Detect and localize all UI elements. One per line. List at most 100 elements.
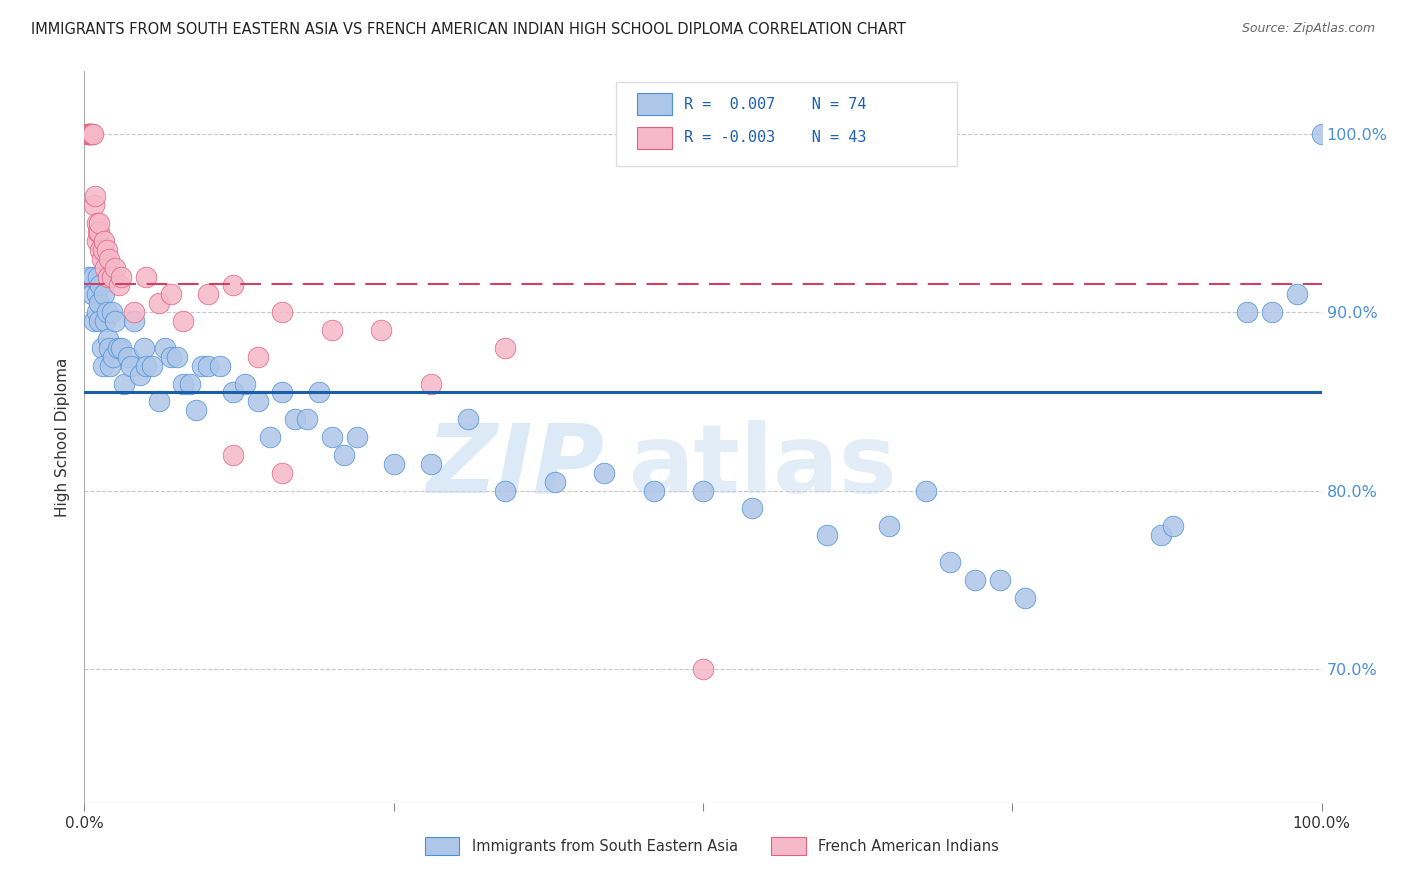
- Point: [197, 359, 219, 373]
- Point: [965, 573, 987, 587]
- Point: [86, 305, 108, 319]
- Point: [1310, 127, 1333, 141]
- Point: [89, 216, 111, 230]
- FancyBboxPatch shape: [616, 82, 956, 167]
- Point: [89, 314, 111, 328]
- Point: [89, 225, 111, 239]
- Point: [91, 359, 114, 373]
- Text: IMMIGRANTS FROM SOUTH EASTERN ASIA VS FRENCH AMERICAN INDIAN HIGH SCHOOL DIPLOMA: IMMIGRANTS FROM SOUTH EASTERN ASIA VS FR…: [31, 22, 905, 37]
- Point: [94, 260, 117, 275]
- Point: [246, 350, 269, 364]
- Point: [939, 555, 962, 569]
- Point: [86, 216, 108, 230]
- Point: [122, 305, 145, 319]
- Point: [129, 368, 152, 382]
- Point: [197, 287, 219, 301]
- Point: [166, 350, 188, 364]
- Point: [97, 332, 120, 346]
- Point: [222, 448, 245, 462]
- Point: [148, 394, 170, 409]
- Point: [233, 376, 256, 391]
- Point: [172, 376, 194, 391]
- Point: [84, 189, 107, 203]
- Point: [160, 287, 183, 301]
- Point: [643, 483, 665, 498]
- Point: [104, 260, 127, 275]
- FancyBboxPatch shape: [770, 837, 806, 855]
- Point: [209, 359, 232, 373]
- Text: French American Indians: French American Indians: [818, 839, 998, 855]
- Point: [87, 225, 110, 239]
- Point: [79, 269, 101, 284]
- Text: Source: ZipAtlas.com: Source: ZipAtlas.com: [1241, 22, 1375, 36]
- FancyBboxPatch shape: [637, 127, 672, 149]
- Point: [77, 127, 100, 141]
- Point: [89, 296, 111, 310]
- Point: [120, 359, 142, 373]
- Point: [135, 269, 157, 284]
- Point: [741, 501, 763, 516]
- Point: [104, 314, 127, 328]
- Y-axis label: High School Diploma: High School Diploma: [55, 358, 70, 516]
- Point: [333, 448, 356, 462]
- Point: [308, 385, 330, 400]
- Point: [222, 385, 245, 400]
- Point: [96, 243, 118, 257]
- Point: [1236, 305, 1258, 319]
- Point: [79, 127, 101, 141]
- Text: Immigrants from South Eastern Asia: Immigrants from South Eastern Asia: [471, 839, 738, 855]
- Point: [89, 278, 111, 293]
- Point: [419, 376, 441, 391]
- Point: [346, 430, 368, 444]
- Text: ZIP: ZIP: [426, 420, 605, 513]
- Point: [1150, 528, 1173, 542]
- Point: [83, 314, 105, 328]
- Text: R = -0.003    N = 43: R = -0.003 N = 43: [685, 130, 868, 145]
- Point: [83, 198, 105, 212]
- Point: [97, 269, 120, 284]
- Point: [1161, 519, 1184, 533]
- Point: [90, 252, 112, 266]
- Point: [82, 269, 104, 284]
- Point: [98, 341, 121, 355]
- Point: [148, 296, 170, 310]
- Point: [153, 341, 176, 355]
- Point: [117, 350, 139, 364]
- Point: [96, 305, 118, 319]
- Point: [86, 234, 108, 248]
- Point: [91, 243, 114, 257]
- Point: [90, 341, 112, 355]
- Text: atlas: atlas: [628, 420, 897, 513]
- Point: [160, 350, 183, 364]
- Point: [93, 234, 115, 248]
- Point: [692, 662, 714, 676]
- Point: [110, 269, 132, 284]
- Point: [284, 412, 307, 426]
- Point: [419, 457, 441, 471]
- FancyBboxPatch shape: [637, 94, 672, 115]
- Point: [259, 430, 281, 444]
- Point: [1261, 305, 1284, 319]
- Point: [692, 483, 714, 498]
- Point: [135, 359, 157, 373]
- Point: [98, 252, 121, 266]
- Point: [94, 314, 117, 328]
- Point: [82, 127, 104, 141]
- Point: [80, 127, 103, 141]
- Point: [110, 341, 132, 355]
- Text: R =  0.007    N = 74: R = 0.007 N = 74: [685, 96, 868, 112]
- Point: [89, 243, 111, 257]
- Point: [382, 457, 405, 471]
- Point: [122, 314, 145, 328]
- Point: [321, 323, 343, 337]
- Point: [179, 376, 201, 391]
- Point: [112, 376, 135, 391]
- Point: [79, 127, 101, 141]
- Point: [79, 127, 101, 141]
- Point: [246, 394, 269, 409]
- Point: [593, 466, 616, 480]
- Point: [80, 287, 103, 301]
- Point: [914, 483, 936, 498]
- Point: [86, 287, 108, 301]
- Point: [108, 278, 131, 293]
